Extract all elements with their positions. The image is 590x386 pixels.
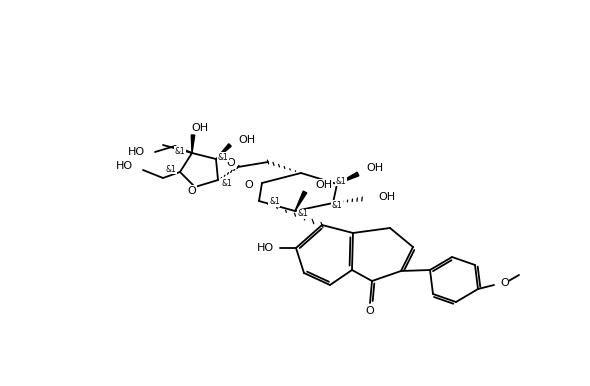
Text: HO: HO [257, 243, 274, 253]
Polygon shape [337, 172, 359, 184]
Text: OH: OH [378, 192, 395, 202]
Text: &1: &1 [165, 164, 176, 173]
Text: HO: HO [116, 161, 133, 171]
Polygon shape [216, 144, 231, 159]
Text: OH: OH [238, 135, 255, 145]
Text: OH: OH [315, 180, 332, 190]
Text: O: O [244, 180, 253, 190]
Text: O: O [500, 278, 509, 288]
Text: &1: &1 [218, 152, 229, 161]
Text: &1: &1 [222, 178, 232, 188]
Text: &1: &1 [269, 198, 280, 207]
Polygon shape [295, 191, 307, 211]
Text: &1: &1 [332, 200, 343, 210]
Text: OH: OH [366, 163, 383, 173]
Text: OH: OH [191, 123, 208, 133]
Text: O: O [366, 306, 375, 316]
Text: &1: &1 [298, 210, 309, 218]
Text: O: O [226, 158, 235, 168]
Text: O: O [188, 186, 196, 196]
Text: &1: &1 [336, 176, 347, 186]
Text: &1: &1 [174, 147, 185, 156]
Polygon shape [191, 135, 195, 153]
Text: HO: HO [128, 147, 145, 157]
